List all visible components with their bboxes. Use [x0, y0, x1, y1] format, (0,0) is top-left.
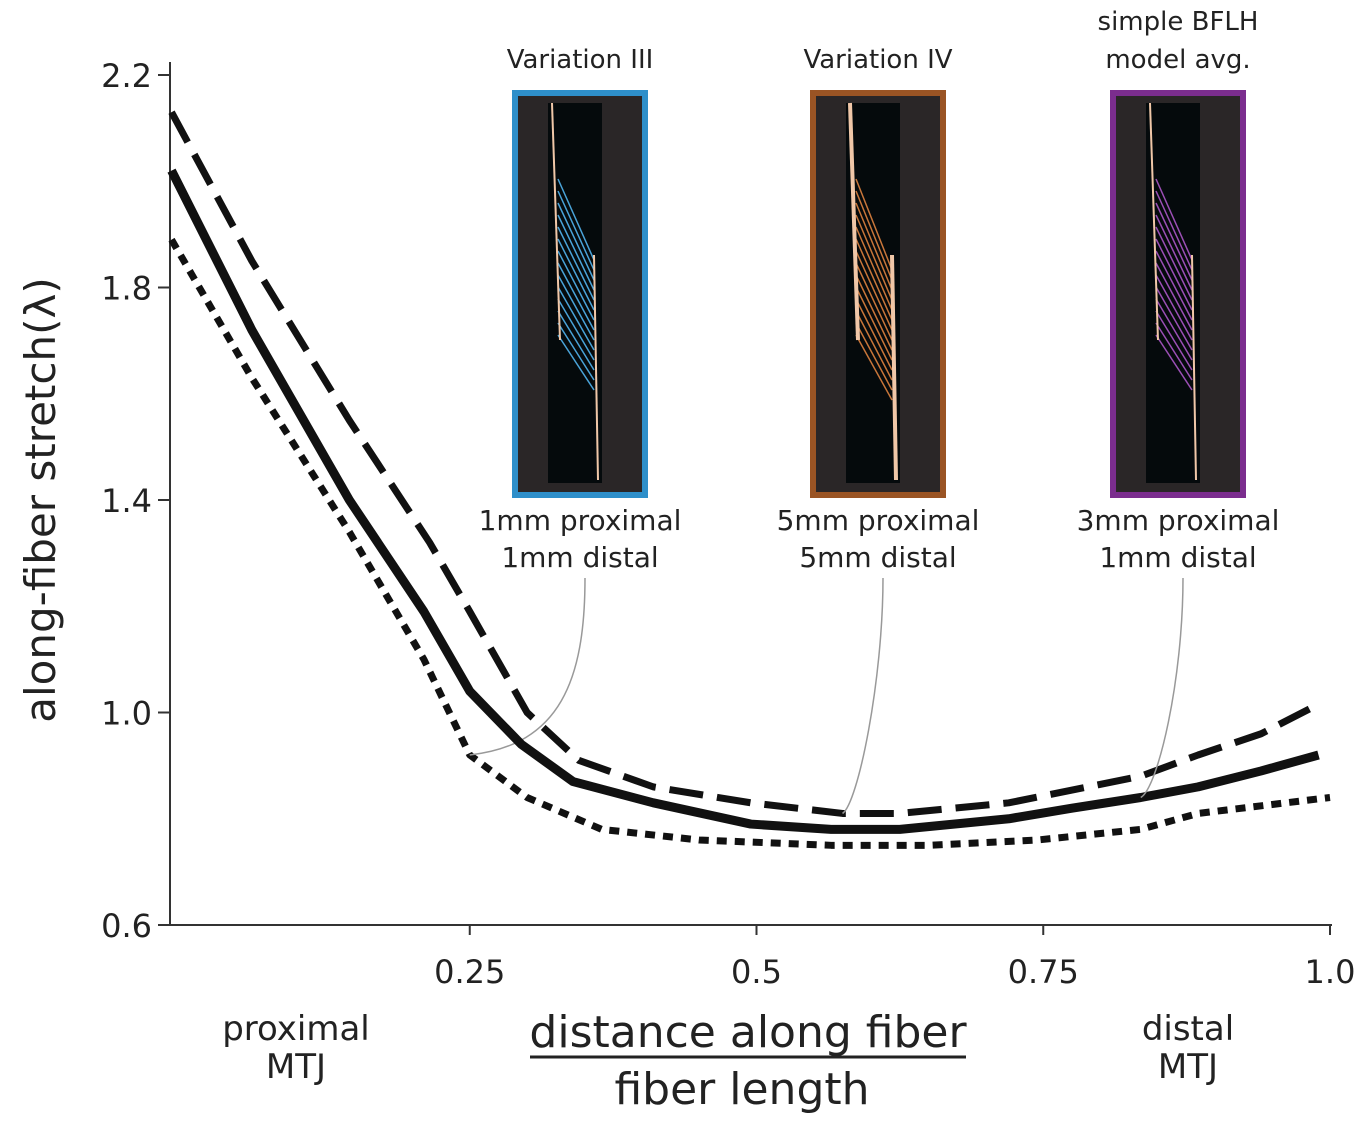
- fiber: [557, 190, 595, 271]
- x-tick-label: 0.25: [434, 953, 505, 991]
- legend-label: Variation III: [507, 45, 654, 75]
- fiber: [855, 250, 893, 331]
- fiber: [1155, 322, 1193, 381]
- fiber: [557, 250, 595, 321]
- tendon: [1149, 102, 1159, 341]
- annotation: 5mm distal: [799, 541, 956, 574]
- x-tick-label: 0.5: [731, 953, 782, 991]
- fiber: [557, 322, 595, 381]
- fiber: [557, 202, 595, 281]
- inset-bg: [1146, 103, 1200, 483]
- annotation: 3mm proximal: [1077, 504, 1280, 537]
- fiber: [1155, 214, 1193, 291]
- fiber: [855, 274, 893, 351]
- annotation: 1mm distal: [1099, 541, 1256, 574]
- fiber: [855, 202, 893, 291]
- fiber: [557, 178, 595, 261]
- fiber: [557, 334, 595, 391]
- fiber: [1155, 310, 1193, 371]
- fiber: [1155, 286, 1193, 351]
- fiber: [1155, 274, 1193, 341]
- leader-line: [842, 577, 884, 815]
- fiber: [1155, 262, 1193, 331]
- y-axis-label: along-fiber stretch(λ): [16, 277, 65, 722]
- x-axis-label: fiber length: [614, 1064, 869, 1115]
- fiber: [1155, 226, 1193, 301]
- series-line: [168, 237, 1331, 849]
- x-end-label: proximal: [222, 1009, 370, 1049]
- legend-label: model avg.: [1105, 45, 1250, 75]
- fiber: [1155, 334, 1193, 391]
- fiber: [855, 298, 893, 371]
- fiber: [855, 190, 893, 281]
- series-line: [167, 168, 1320, 834]
- fiber: [1155, 238, 1193, 311]
- annotation: 5mm proximal: [777, 504, 980, 537]
- fiber: [557, 262, 595, 331]
- fiber: [1155, 178, 1193, 261]
- x-end-label: distal: [1142, 1009, 1234, 1049]
- x-end-label: MTJ: [1158, 1047, 1218, 1087]
- fiber: [557, 310, 595, 371]
- fiber: [855, 214, 893, 301]
- series-line: [168, 110, 1315, 817]
- y-tick-label: 0.6: [101, 907, 152, 945]
- x-axis-label: distance along fiber: [529, 1007, 967, 1058]
- fiber-model: [848, 102, 898, 481]
- fiber: [557, 214, 595, 291]
- fiber: [557, 226, 595, 301]
- legend-label: Variation IV: [803, 45, 952, 75]
- x-tick-label: 0.75: [1008, 953, 1079, 991]
- fiber-model: [551, 102, 599, 481]
- fiber: [855, 238, 893, 321]
- tendon: [890, 254, 898, 481]
- annotation: 1mm distal: [501, 541, 658, 574]
- y-tick-label: 2.2: [101, 57, 152, 95]
- fiber: [855, 322, 893, 391]
- y-tick-label: 1.0: [101, 695, 152, 733]
- fiber: [557, 274, 595, 341]
- fiber: [855, 310, 893, 381]
- tendon: [1191, 254, 1197, 481]
- tendon: [551, 102, 561, 341]
- x-tick-label: 1.0: [1305, 953, 1356, 991]
- fiber: [855, 226, 893, 311]
- inset-bg: [548, 103, 602, 483]
- fiber: [855, 178, 893, 271]
- fiber: [855, 334, 893, 401]
- leader-line: [1140, 577, 1184, 799]
- fiber: [557, 286, 595, 351]
- fiber: [855, 262, 893, 341]
- fiber: [557, 298, 595, 361]
- fiber: [1155, 250, 1193, 321]
- fiber: [1155, 298, 1193, 361]
- tendon: [848, 102, 860, 341]
- y-tick-label: 1.4: [101, 482, 152, 520]
- tendon: [593, 254, 599, 481]
- fiber: [557, 238, 595, 311]
- x-end-label: MTJ: [266, 1047, 326, 1087]
- leader-line: [469, 577, 586, 756]
- annotation: 1mm proximal: [479, 504, 682, 537]
- fiber: [1155, 202, 1193, 281]
- fiber-model: [1149, 102, 1197, 481]
- fiber: [1155, 190, 1193, 271]
- fiber: [855, 286, 893, 361]
- y-tick-label: 1.8: [101, 270, 152, 308]
- legend-label: simple BFLH: [1098, 7, 1259, 37]
